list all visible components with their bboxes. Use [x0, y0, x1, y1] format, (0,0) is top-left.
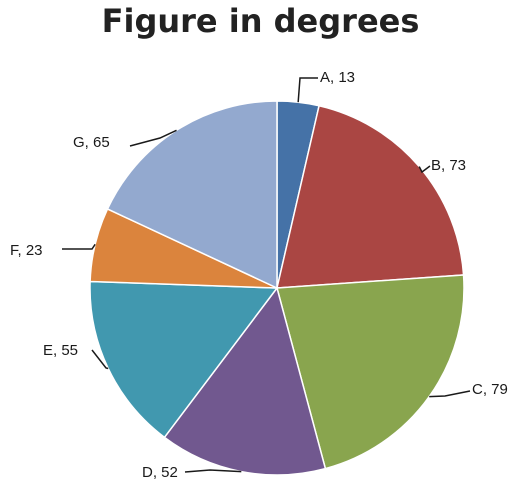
leader-line-e	[91, 349, 109, 370]
leader-line-d	[184, 469, 242, 473]
leader-line-f	[62, 243, 96, 250]
leader-line-g	[129, 129, 177, 147]
leader-line-a	[297, 77, 318, 103]
leader-line-b	[418, 165, 431, 174]
data-label-c: C, 79	[472, 381, 508, 398]
pie-slice-g	[106, 100, 278, 290]
data-label-g: G, 65	[73, 134, 110, 151]
data-label-d: D, 52	[142, 464, 178, 481]
leader-line-c	[429, 390, 471, 398]
data-label-a: A, 13	[320, 69, 355, 86]
pie-slice-e	[89, 280, 279, 439]
pie-slice-c	[276, 274, 465, 470]
data-label-b: B, 73	[431, 157, 466, 174]
data-label-f: F, 23	[10, 242, 43, 259]
pie-slice-d	[163, 286, 327, 476]
chart-title: Figure in degrees	[101, 2, 420, 40]
data-label-e: E, 55	[43, 342, 78, 359]
